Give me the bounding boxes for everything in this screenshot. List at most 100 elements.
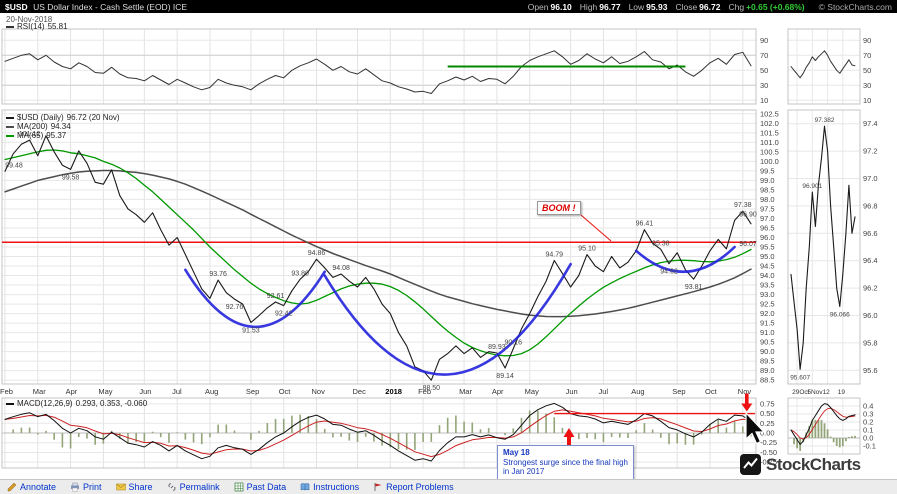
svg-text:Jul: Jul — [172, 387, 182, 396]
svg-text:91.5: 91.5 — [760, 319, 775, 328]
svg-text:30: 30 — [760, 81, 768, 90]
usd-legend-value: 96.72 (20 Nov) — [66, 113, 120, 122]
svg-text:101.0: 101.0 — [760, 138, 779, 147]
svg-text:96.90: 96.90 — [739, 211, 757, 218]
svg-text:88.50: 88.50 — [423, 385, 441, 392]
svg-text:-0.75: -0.75 — [760, 458, 777, 467]
svg-text:96.901: 96.901 — [802, 183, 822, 190]
svg-text:12: 12 — [823, 389, 831, 396]
svg-text:70: 70 — [760, 51, 768, 60]
chart-header: $USD US Dollar Index - Cash Settle (EOD)… — [0, 0, 897, 13]
svg-text:Sep: Sep — [246, 387, 259, 396]
red-up-arrow — [563, 428, 575, 446]
svg-text:Apr: Apr — [492, 387, 504, 396]
quote-high: High 96.77 — [579, 1, 621, 12]
svg-text:94.5: 94.5 — [760, 262, 775, 271]
svg-text:96.066: 96.066 — [830, 311, 850, 318]
quote-low: Low 95.93 — [628, 1, 668, 12]
macd-legend-label: MACD(12,26,9) — [17, 399, 73, 408]
svg-text:29Oct: 29Oct — [792, 389, 810, 396]
svg-text:50: 50 — [863, 66, 871, 75]
svg-text:96.07: 96.07 — [739, 241, 757, 248]
svg-text:102.0: 102.0 — [760, 119, 779, 128]
svg-text:93.5: 93.5 — [760, 281, 775, 290]
price-line — [4, 135, 752, 381]
ma200-line — [4, 169, 752, 318]
svg-text:96.0: 96.0 — [863, 311, 878, 320]
svg-text:May: May — [525, 387, 539, 396]
ma65-line — [4, 149, 752, 357]
svg-text:Mar: Mar — [33, 387, 46, 396]
link-icon — [167, 482, 177, 492]
svg-text:96.8: 96.8 — [863, 201, 878, 210]
red-down-arrow — [741, 393, 753, 412]
svg-text:93.81: 93.81 — [685, 284, 703, 291]
svg-text:0.3: 0.3 — [863, 410, 873, 419]
callout-line2: Strongest surge since the final high — [503, 457, 628, 467]
toolbar-label: Print — [83, 482, 102, 492]
toolbar-label: Report Problems — [386, 482, 454, 492]
svg-text:90.16: 90.16 — [504, 340, 522, 347]
toolbar-link-annotate[interactable]: Annotate — [7, 482, 56, 492]
mouse-cursor — [745, 411, 766, 445]
svg-text:94.86: 94.86 — [308, 250, 326, 257]
svg-text:97.5: 97.5 — [760, 204, 775, 213]
svg-text:96.4: 96.4 — [863, 256, 878, 265]
stockcharts-logo[interactable]: StockCharts — [740, 454, 861, 475]
svg-text:96.6: 96.6 — [863, 229, 878, 238]
toolbar-label: Past Data — [246, 482, 287, 492]
svg-text:94.79: 94.79 — [545, 252, 563, 259]
cup-arc — [184, 268, 327, 329]
toolbar-link-past-data[interactable]: Past Data — [234, 482, 287, 492]
svg-text:90: 90 — [863, 36, 871, 45]
svg-text:50: 50 — [760, 66, 768, 75]
svg-text:70: 70 — [863, 51, 871, 60]
svg-text:0.1: 0.1 — [863, 426, 873, 435]
bottom-toolbar: Annotate Print Share Permalink Past Data Inst… — [0, 479, 897, 494]
svg-text:95.607: 95.607 — [790, 374, 810, 381]
callout-title: May 18 — [503, 448, 530, 457]
ma65-legend-label: MA(65) — [17, 131, 44, 140]
toolbar-link-permalink[interactable]: Permalink — [167, 482, 220, 492]
svg-text:95.5: 95.5 — [760, 243, 775, 252]
svg-text:89.14: 89.14 — [496, 373, 514, 380]
toolbar-link-share[interactable]: Share — [115, 482, 153, 492]
ma65-legend-value: 95.37 — [46, 131, 67, 140]
quote-strip: Open 96.10 High 96.77 Low 95.93 Close 96.72 … — [528, 2, 892, 12]
stockcharts-logo-text: StockCharts — [766, 454, 861, 474]
cup-arc — [634, 245, 736, 274]
svg-text:90: 90 — [760, 36, 768, 45]
cup-arc — [323, 262, 572, 376]
table-icon — [234, 482, 244, 492]
svg-text:93.76: 93.76 — [209, 271, 227, 278]
svg-text:101.5: 101.5 — [760, 128, 779, 137]
svg-text:92.5: 92.5 — [760, 300, 775, 309]
svg-text:-0.1: -0.1 — [863, 442, 876, 451]
svg-text:Oct: Oct — [705, 387, 718, 396]
svg-text:0.00: 0.00 — [760, 429, 775, 438]
svg-text:88.5: 88.5 — [760, 376, 775, 385]
svg-text:97.38: 97.38 — [734, 202, 752, 209]
toolbar-link-print[interactable]: Print — [70, 482, 102, 492]
svg-text:Feb: Feb — [0, 387, 13, 396]
svg-text:99.58: 99.58 — [62, 174, 80, 181]
rsi-legend-label: RSI(14) — [17, 22, 45, 31]
svg-text:101.12: 101.12 — [19, 131, 41, 138]
svg-text:93.80: 93.80 — [291, 270, 309, 277]
svg-text:96.5: 96.5 — [760, 223, 775, 232]
toolbar-link-report-problems[interactable]: Report Problems — [373, 482, 454, 492]
svg-text:Nov: Nov — [312, 387, 326, 396]
flag-icon — [373, 482, 383, 492]
svg-text:92.76: 92.76 — [226, 304, 244, 311]
toolbar-label: Instructions — [313, 482, 360, 492]
svg-text:0.4: 0.4 — [863, 402, 873, 411]
svg-text:-0.50: -0.50 — [760, 448, 777, 457]
rsi-swatch — [6, 25, 14, 28]
svg-text:89.93: 89.93 — [488, 344, 506, 351]
toolbar-link-instructions[interactable]: Instructions — [300, 482, 359, 492]
svg-text:10: 10 — [760, 96, 768, 105]
svg-text:95.38: 95.38 — [652, 240, 670, 247]
svg-text:Mar: Mar — [459, 387, 472, 396]
rsi-line — [4, 50, 752, 94]
usd-swatch — [6, 116, 14, 119]
